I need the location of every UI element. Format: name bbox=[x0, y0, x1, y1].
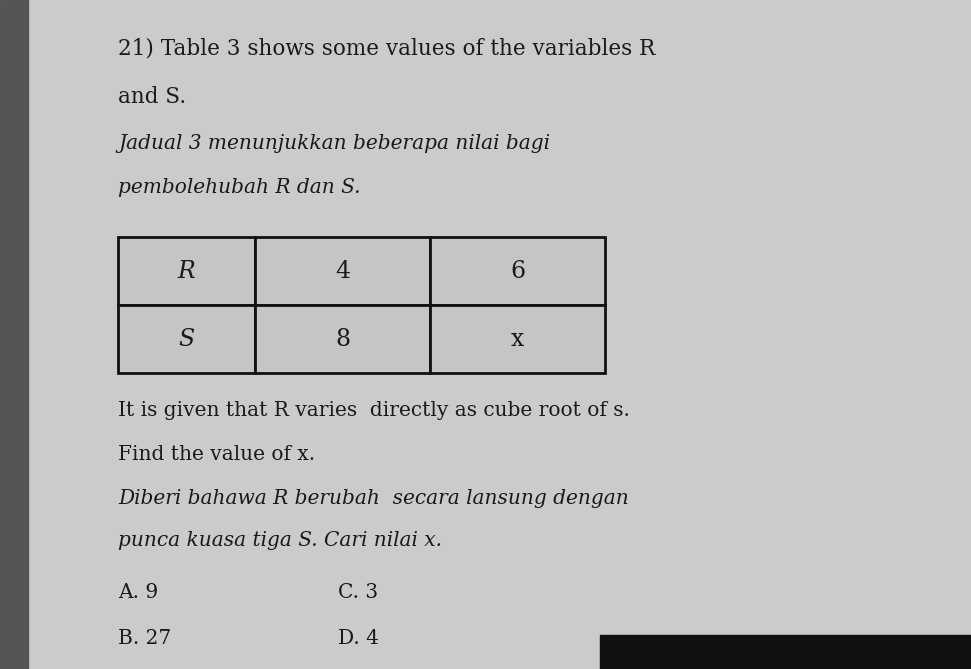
Text: Jadual 3 menunjukkan beberapa nilai bagi: Jadual 3 menunjukkan beberapa nilai bagi bbox=[118, 134, 550, 153]
Bar bbox=[118, 305, 255, 373]
Text: 21) Table 3 shows some values of the variables R: 21) Table 3 shows some values of the var… bbox=[118, 38, 655, 60]
Text: D. 4: D. 4 bbox=[338, 629, 379, 648]
Bar bbox=[255, 237, 430, 305]
Text: S: S bbox=[179, 328, 194, 351]
Text: C. 3: C. 3 bbox=[338, 583, 378, 602]
Bar bbox=[600, 635, 971, 669]
Text: 8: 8 bbox=[335, 328, 351, 351]
Text: pembolehubah R dan S.: pembolehubah R dan S. bbox=[118, 178, 360, 197]
Text: Diberi bahawa R berubah  secara lansung dengan: Diberi bahawa R berubah secara lansung d… bbox=[118, 489, 629, 508]
Text: A. 9: A. 9 bbox=[118, 583, 158, 602]
Bar bbox=[118, 237, 255, 305]
Text: x: x bbox=[511, 328, 524, 351]
Text: It is given that R varies  directly as cube root of s.: It is given that R varies directly as cu… bbox=[118, 401, 630, 420]
Bar bbox=[430, 305, 605, 373]
Text: B. 27: B. 27 bbox=[118, 629, 171, 648]
Text: R: R bbox=[178, 260, 195, 282]
Text: Find the value of x.: Find the value of x. bbox=[118, 445, 316, 464]
Bar bbox=[430, 237, 605, 305]
Bar bbox=[0, 0, 28, 669]
Text: 4: 4 bbox=[335, 260, 351, 282]
Bar bbox=[255, 305, 430, 373]
Text: 6: 6 bbox=[510, 260, 525, 282]
Text: and S.: and S. bbox=[118, 86, 186, 108]
Text: punca kuasa tiga S. Cari nilai x.: punca kuasa tiga S. Cari nilai x. bbox=[118, 531, 442, 550]
